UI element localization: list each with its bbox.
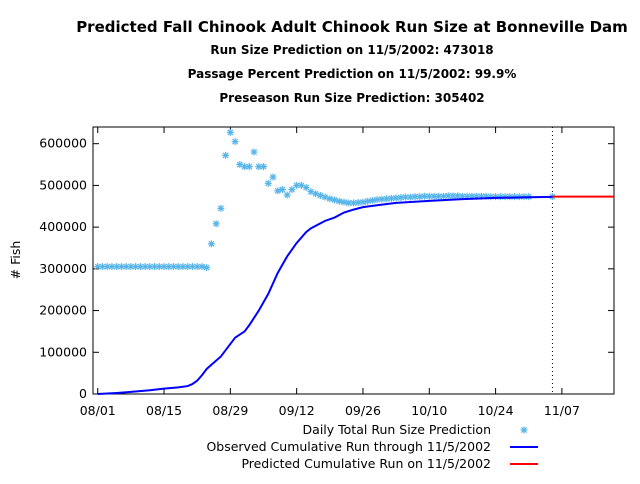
data-point <box>383 195 391 203</box>
data-point <box>439 192 447 200</box>
x-tick-label: 11/07 <box>544 403 580 418</box>
data-point <box>269 173 277 181</box>
data-point <box>278 186 286 194</box>
data-point <box>250 148 258 156</box>
y-tick-label: 100000 <box>39 344 87 359</box>
data-point <box>350 199 357 207</box>
data-point <box>255 163 263 171</box>
data-point <box>335 197 343 205</box>
data-point <box>435 192 443 200</box>
legend-label: Daily Total Run Size Prediction <box>303 422 491 437</box>
data-point <box>368 196 376 204</box>
data-point <box>188 263 196 271</box>
data-point <box>198 263 206 271</box>
data-point <box>212 220 220 228</box>
y-axis-label: # Fish <box>8 241 23 280</box>
data-point <box>302 183 310 191</box>
y-tick-label: 500000 <box>39 177 87 192</box>
legend-marker <box>520 426 528 434</box>
y-tick-label: 200000 <box>39 303 87 318</box>
data-point <box>397 194 405 202</box>
data-point <box>264 179 272 187</box>
data-point <box>226 128 234 136</box>
data-point <box>207 240 215 248</box>
x-tick-label: 09/26 <box>345 403 381 418</box>
plot-frame <box>92 126 615 395</box>
data-point <box>245 163 253 171</box>
data-point <box>122 263 130 271</box>
data-point <box>340 198 348 206</box>
data-point <box>203 264 211 272</box>
data-point <box>98 263 106 271</box>
data-point <box>288 186 296 194</box>
series-line <box>97 195 553 395</box>
y-tick-label: 400000 <box>39 219 87 234</box>
x-tick-label: 10/24 <box>478 403 514 418</box>
legend-label: Predicted Cumulative Run on 11/5/2002 <box>241 456 491 471</box>
data-point <box>331 196 339 204</box>
subtitle-run-size: Run Size Prediction on 11/5/2002: 473018 <box>210 43 493 57</box>
y-tick-label: 300000 <box>39 261 87 276</box>
data-point <box>217 204 225 212</box>
y-tick-label: 600000 <box>39 136 87 151</box>
data-point <box>364 197 372 205</box>
data-point <box>359 198 367 206</box>
chart-title: Predicted Fall Chinook Adult Chinook Run… <box>76 18 628 36</box>
data-point <box>406 193 414 201</box>
data-point <box>283 191 291 199</box>
x-tick-label: 10/10 <box>411 403 447 418</box>
data-point <box>136 263 144 271</box>
data-point <box>326 195 334 203</box>
data-point <box>160 263 168 271</box>
data-point <box>231 138 239 146</box>
subtitle-preseason: Preseason Run Size Prediction: 305402 <box>219 91 484 105</box>
data-point <box>222 151 230 159</box>
x-tick-label: 08/15 <box>146 403 182 418</box>
subtitle-passage-percent: Passage Percent Prediction on 11/5/2002:… <box>188 67 517 81</box>
legend-label: Observed Cumulative Run through 11/5/200… <box>206 439 491 454</box>
y-tick-label: 0 <box>79 386 87 401</box>
x-tick-label: 08/29 <box>212 403 248 418</box>
data-point <box>425 192 433 200</box>
x-tick-label: 08/01 <box>80 403 116 418</box>
data-point <box>274 187 282 195</box>
x-tick-label: 09/12 <box>279 403 315 418</box>
data-point <box>260 163 268 171</box>
